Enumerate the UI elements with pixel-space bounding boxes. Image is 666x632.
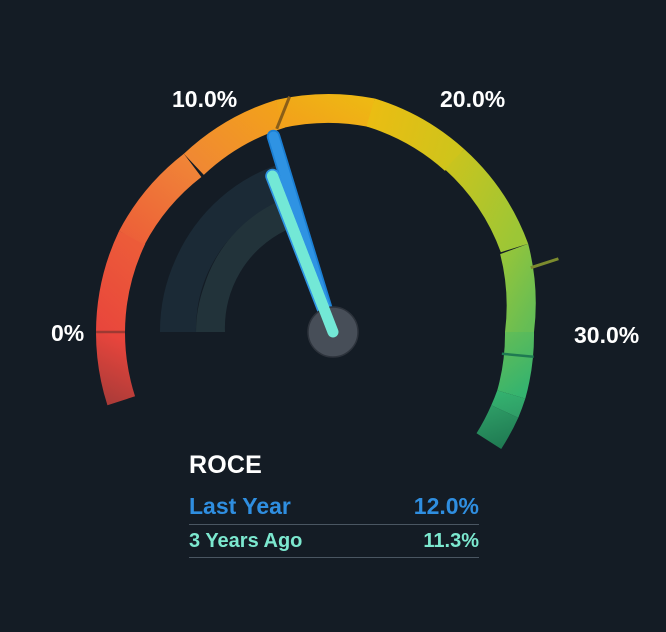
needle-hub-ring [307, 306, 359, 358]
track-arc-last-year [159, 161, 297, 332]
tick-mark-20 [530, 257, 559, 270]
legend-value-3-years-ago: 11.3% [423, 529, 479, 552]
legend-label-last-year: Last Year [189, 492, 291, 519]
band-0 [96, 230, 146, 332]
legend-row-last-year: Last Year 12.0% [189, 493, 479, 525]
track-arc-3y-ago [196, 201, 287, 332]
gauge-track-arcs [159, 161, 297, 332]
page-title: ROCE [189, 451, 263, 479]
gauge-tick-marks [96, 95, 559, 359]
band-underflow [95, 332, 136, 406]
tick-label-0: 0% [51, 320, 84, 346]
gauge-legend: ROCE Last Year 12.0% 3 Years Ago 11.3% [189, 451, 479, 558]
legend-label-3-years-ago: 3 Years Ago [189, 529, 303, 552]
legend-row-3-years-ago: 3 Years Ago 11.3% [189, 530, 479, 558]
band-7 [497, 332, 535, 399]
band-2 [183, 99, 285, 175]
band-overflow [476, 405, 519, 449]
tick-mark-30 [501, 352, 534, 359]
tick-label-20: 20.0% [440, 86, 505, 112]
legend-value-last-year: 12.0% [413, 492, 479, 519]
band-6 [500, 243, 536, 332]
tick-label-30: 30.0% [574, 322, 639, 348]
band-4 [366, 98, 465, 171]
tick-mark-10 [275, 95, 292, 130]
band-5 [444, 149, 529, 253]
band-3 [276, 93, 375, 129]
needle-3y-ago-overlay [267, 170, 339, 338]
band-8 [491, 390, 526, 418]
gauge-color-band [95, 93, 536, 449]
band-1 [119, 153, 202, 245]
tick-label-10: 10.0% [172, 86, 237, 112]
